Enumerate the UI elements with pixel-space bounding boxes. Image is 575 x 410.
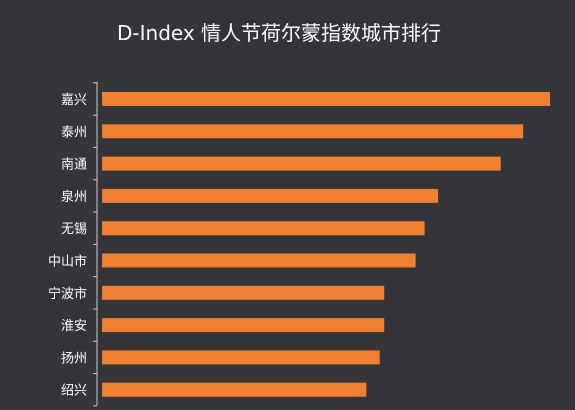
category-label: 南通 [61,157,87,173]
bar-7[interactable] [102,318,385,333]
bar-8[interactable] [102,350,380,365]
y-axis-ticks [93,82,97,407]
category-label: 泉州 [61,189,87,205]
bar-9[interactable] [102,382,367,397]
category-label: 嘉兴 [61,93,87,108]
bar-3[interactable] [102,188,438,203]
category-label: 绍兴 [61,384,87,399]
bar-4[interactable] [102,221,425,236]
bar-5[interactable] [102,253,416,268]
bar-2[interactable] [102,156,501,171]
bar-0[interactable] [102,92,550,106]
chart-title: D-Index 情人节荷尔蒙指数城市排行 [117,21,442,45]
category-label: 泰州 [61,125,87,140]
bar-1[interactable] [102,124,524,139]
category-label: 无锡 [61,222,87,237]
category-label: 淮安 [61,319,87,334]
category-label: 宁波市 [48,286,87,302]
bars [102,92,550,397]
category-label: 扬州 [61,351,87,366]
category-label: 中山市 [48,254,87,270]
bar-6[interactable] [102,285,385,300]
